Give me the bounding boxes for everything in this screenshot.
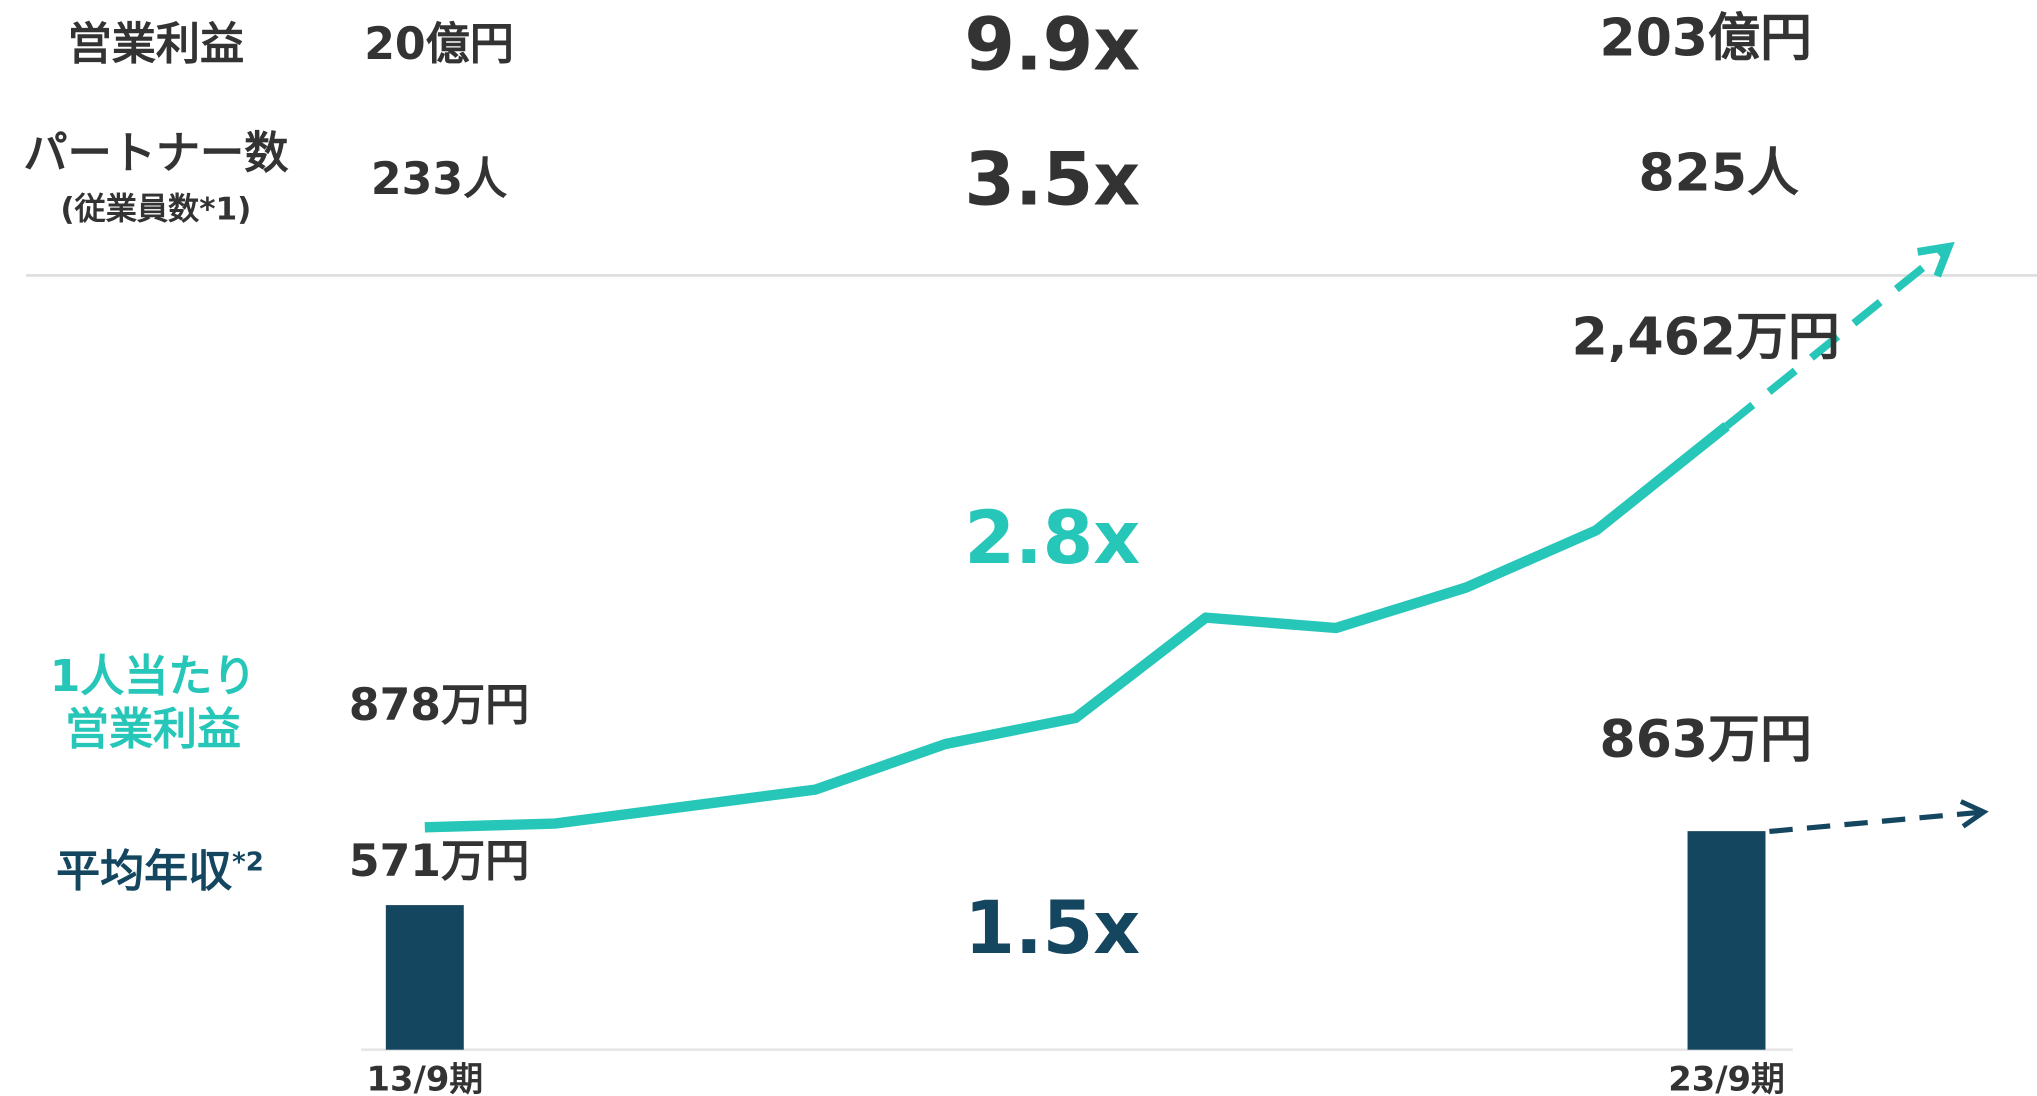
row-sublabel: (従業員数*1) [60, 191, 251, 227]
data-label: 571万円 [349, 836, 530, 887]
x-tick-label: 13/9期 [367, 1059, 484, 1096]
data-label: 863万円 [1600, 710, 1812, 770]
row-label: パートナー数 [23, 128, 289, 179]
end-value: 203億円 [1600, 9, 1812, 69]
trend-arrow [1724, 241, 1955, 430]
row-label: 営業利益 [68, 19, 245, 70]
start-value: 20億円 [364, 19, 514, 70]
legend-label: 平均年収*2 [20, 835, 300, 899]
trend-arrow [1769, 799, 1989, 835]
footnote-marker: *2 [232, 847, 264, 878]
data-label: 2,462万円 [1572, 307, 1840, 367]
bar [385, 905, 464, 1050]
start-value: 233人 [371, 154, 507, 205]
data-label: 878万円 [349, 680, 530, 731]
multiple: 9.9x [964, 2, 1140, 87]
multiple: 3.5x [964, 138, 1140, 223]
multiple: 1.5x [964, 886, 1140, 971]
legend-label: 1人当たり営業利益 [49, 651, 257, 755]
bar [1687, 831, 1766, 1050]
line [424, 422, 1730, 833]
multiple: 2.8x [964, 496, 1140, 581]
end-value: 825人 [1639, 144, 1799, 204]
x-tick-label: 23/9期 [1668, 1059, 1785, 1096]
legend-text: 平均年収 [56, 846, 233, 897]
